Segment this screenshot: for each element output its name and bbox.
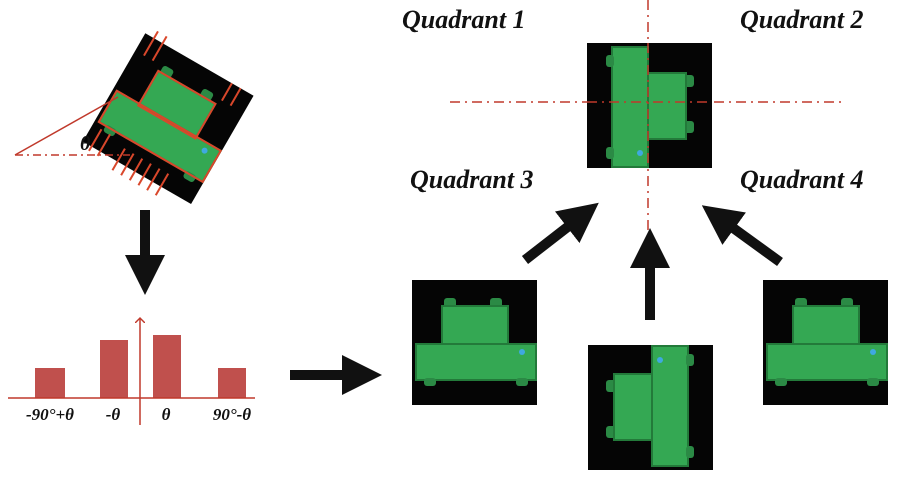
quadrant-label: Quadrant 2 [740,5,864,34]
candidate-image [762,279,889,406]
histogram-label: 90°-θ [213,405,251,424]
aligned-image [586,42,713,169]
quadrant-label: Quadrant 1 [402,5,526,34]
histogram-label: -θ [106,405,121,424]
input-image [81,30,255,206]
quadrant-label: Quadrant 4 [740,165,864,194]
arrow [521,202,599,264]
quadrant-label: Quadrant 3 [410,165,534,194]
histogram-label: -90°+θ [26,405,74,424]
histogram-label: θ [162,405,171,424]
candidate-image [411,279,538,406]
angle-label: θ [80,133,91,155]
arrow [701,205,783,267]
histogram [35,335,246,398]
angle-line [14,96,119,156]
candidate-image [587,344,714,471]
